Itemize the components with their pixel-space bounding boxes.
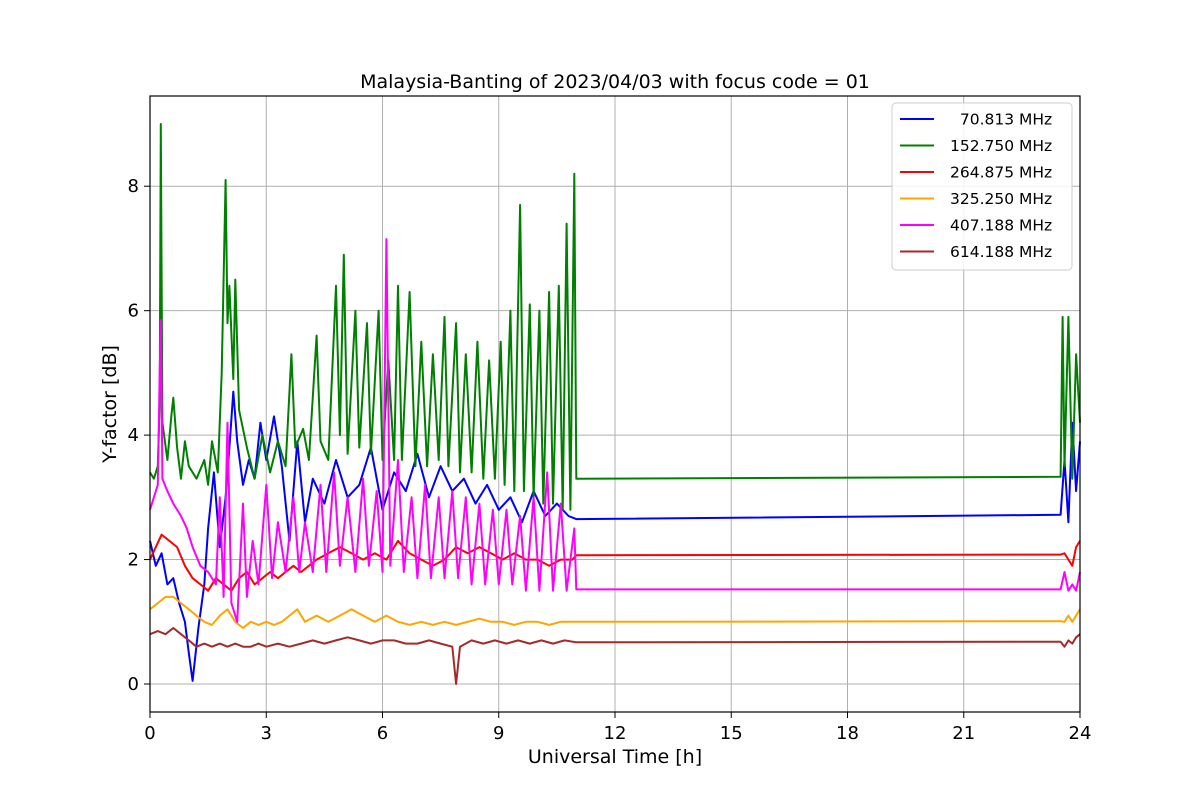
x-tick-label: 12 [604, 723, 627, 744]
x-tick-label: 6 [377, 723, 388, 744]
x-tick-label: 9 [493, 723, 504, 744]
legend-entry: 152.750 MHz [950, 137, 1052, 155]
legend-entry: 325.250 MHz [950, 190, 1052, 208]
legend-entry: 70.813 MHz [950, 111, 1052, 129]
legend-entry: 264.875 MHz [950, 164, 1052, 182]
series-line-4 [149, 595, 1081, 629]
y-axis-label: Y-factor [dB] [99, 345, 121, 464]
x-tick-label: 3 [261, 723, 272, 744]
chart-title: Malaysia-Banting of 2023/04/03 with focu… [360, 71, 870, 93]
y-tick-label: 0 [128, 674, 139, 695]
legend-box [891, 102, 1073, 271]
series-line-1 [149, 390, 1081, 682]
x-tick-label: 0 [144, 723, 155, 744]
x-tick-label: 18 [836, 723, 859, 744]
y-tick-label: 8 [128, 176, 139, 197]
y-tick-label: 4 [128, 425, 139, 446]
legend-entry: 407.188 MHz [950, 217, 1052, 235]
series-line-6 [149, 627, 1081, 685]
x-tick-label: 15 [720, 723, 743, 744]
series-line-5 [149, 238, 1081, 623]
legend-entry: 614.188 MHz [950, 243, 1052, 261]
y-tick-label: 2 [128, 550, 139, 571]
x-axis-label: Universal Time [h] [528, 746, 702, 768]
legend: 70.813 MHz 152.750 MHz 264.875 MHz 325.250 … [891, 102, 1073, 271]
x-tick-label: 21 [952, 723, 975, 744]
y-tick-label: 6 [128, 301, 139, 322]
series-line-2 [149, 123, 1081, 511]
x-tick-label: 24 [1069, 723, 1092, 744]
series-layer [149, 123, 1081, 685]
